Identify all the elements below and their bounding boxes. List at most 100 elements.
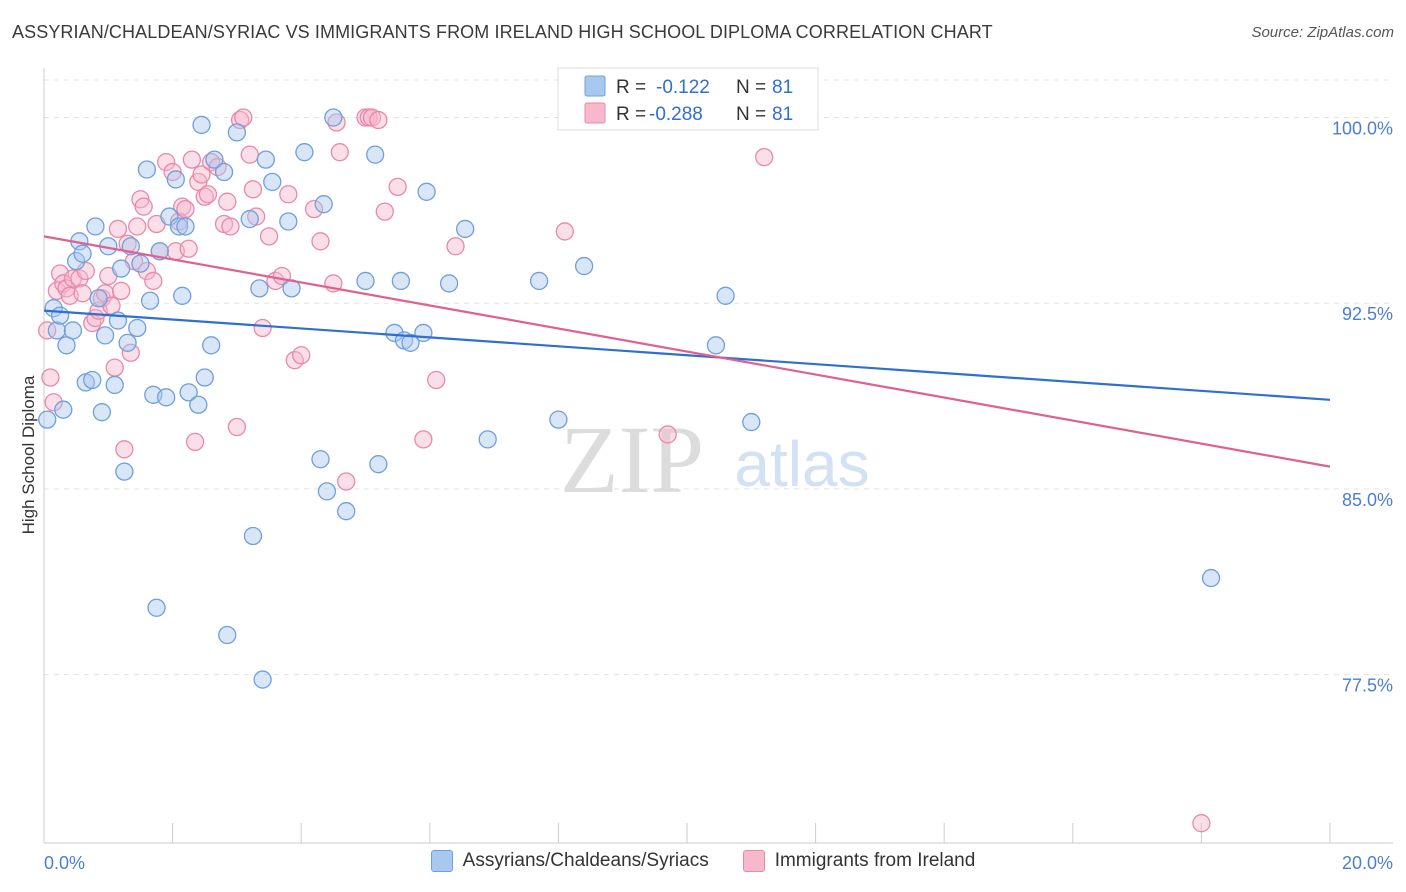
data-point-ireland [198,185,218,204]
data-point-assyrians [189,395,208,414]
grid-lines [44,79,1393,676]
data-point-assyrians [1201,568,1221,588]
data-point-assyrians [314,195,333,214]
data-point-assyrians [112,259,131,278]
legend-swatch-blue [430,850,453,872]
data-point-assyrians [140,291,160,310]
data-point-assyrians [529,271,549,291]
data-point-ireland [185,432,205,452]
data-point-assyrians [456,219,475,239]
data-point-ireland [218,192,237,211]
data-point-assyrians [356,271,375,291]
data-point-assyrians [73,244,92,263]
source-label: Source: ZipAtlas.com [1251,24,1394,41]
legend-swatch-pink [742,850,765,872]
data-point-assyrians [240,209,259,229]
data-point-assyrians [716,286,735,305]
data-point-assyrians [95,326,115,345]
data-point-assyrians [50,306,70,325]
data-point-assyrians [391,271,411,291]
stats-n-label-blue: N = [736,77,766,98]
data-point-ireland [446,237,465,256]
data-point-ireland [388,177,407,196]
data-point-assyrians [83,370,102,390]
y-axis-label: High School Diploma [19,375,38,534]
data-point-ireland [337,472,356,491]
data-point-assyrians [131,254,150,273]
data-point-ireland [179,239,198,258]
data-point-assyrians [385,323,404,343]
y-tick-label: 100.0% [1332,119,1393,139]
data-point-assyrians [47,321,67,340]
data-point-ireland [115,440,134,459]
data-point-assyrians [86,217,105,236]
data-point-assyrians [253,670,272,689]
data-point-ireland [414,430,433,449]
data-point-assyrians [706,336,726,355]
data-point-assyrians [295,143,314,162]
data-point-assyrians [414,323,433,343]
data-point-assyrians [279,212,298,231]
data-point-ireland [195,187,214,206]
data-point-assyrians [250,279,269,298]
x-tick-label-max: 20.0% [1342,853,1393,873]
data-point-ireland [112,281,131,300]
data-point-assyrians [365,145,385,164]
data-point-assyrians [118,333,137,352]
data-point-assyrians [574,256,594,276]
data-point-assyrians [115,462,134,481]
data-point-assyrians [256,150,275,169]
data-point-ireland [44,393,63,412]
data-point-assyrians [89,289,108,308]
stats-n-value-pink: 81 [772,104,793,125]
data-point-ireland [311,232,330,251]
data-point-ireland [105,358,124,377]
stats-r-value-pink: -0.288 [649,104,703,125]
data-point-ireland [330,143,349,162]
data-point-ireland [279,185,298,204]
data-point-assyrians [105,375,124,395]
data-point-ireland [555,222,574,241]
data-point-ireland [73,284,92,303]
data-point-assyrians [227,123,247,142]
axes [43,68,1393,844]
data-point-assyrians [369,455,388,474]
data-point-assyrians [263,172,282,192]
data-point-assyrians [478,430,497,449]
data-point-assyrians [147,598,166,617]
data-point-assyrians [439,274,459,293]
data-point-ireland [108,219,128,239]
data-point-ireland [327,113,346,132]
data-point-ireland [227,417,247,437]
data-point-assyrians [337,502,356,521]
data-point-assyrians [401,333,420,352]
stats-r-value-blue: -0.122 [656,77,710,98]
data-point-ireland [38,321,57,340]
data-point-assyrians [166,170,185,189]
stats-swatch-pink [584,102,606,124]
data-point-assyrians [179,383,198,402]
data-point-assyrians [92,403,112,422]
data-point-ireland [304,199,324,219]
data-point-ireland [755,147,774,167]
data-point-ireland [128,217,147,236]
data-point-ireland [176,199,195,219]
data-point-assyrians [137,160,157,179]
stats-swatch-blue [584,75,606,97]
data-point-assyrians [157,388,176,407]
data-point-assyrians [214,162,234,182]
data-point-assyrians [128,318,147,338]
legend-label-ireland: Immigrants from Ireland [774,850,976,871]
trend-lines [43,235,1331,468]
y-tick-label: 85.0% [1342,490,1393,510]
data-point-ireland [76,261,95,281]
data-point-assyrians [202,336,221,355]
watermark-atlas: atlas [734,428,869,500]
data-point-ireland [240,145,259,164]
data-point-ireland [375,202,394,221]
chart-title: ASSYRIAN/CHALDEAN/SYRIAC VS IMMIGRANTS F… [12,22,993,42]
data-point-ireland [221,217,240,236]
data-point-assyrians [54,400,73,419]
series-legend: Assyrians/Chaldeans/Syriacs Immigrants f… [0,850,1406,872]
